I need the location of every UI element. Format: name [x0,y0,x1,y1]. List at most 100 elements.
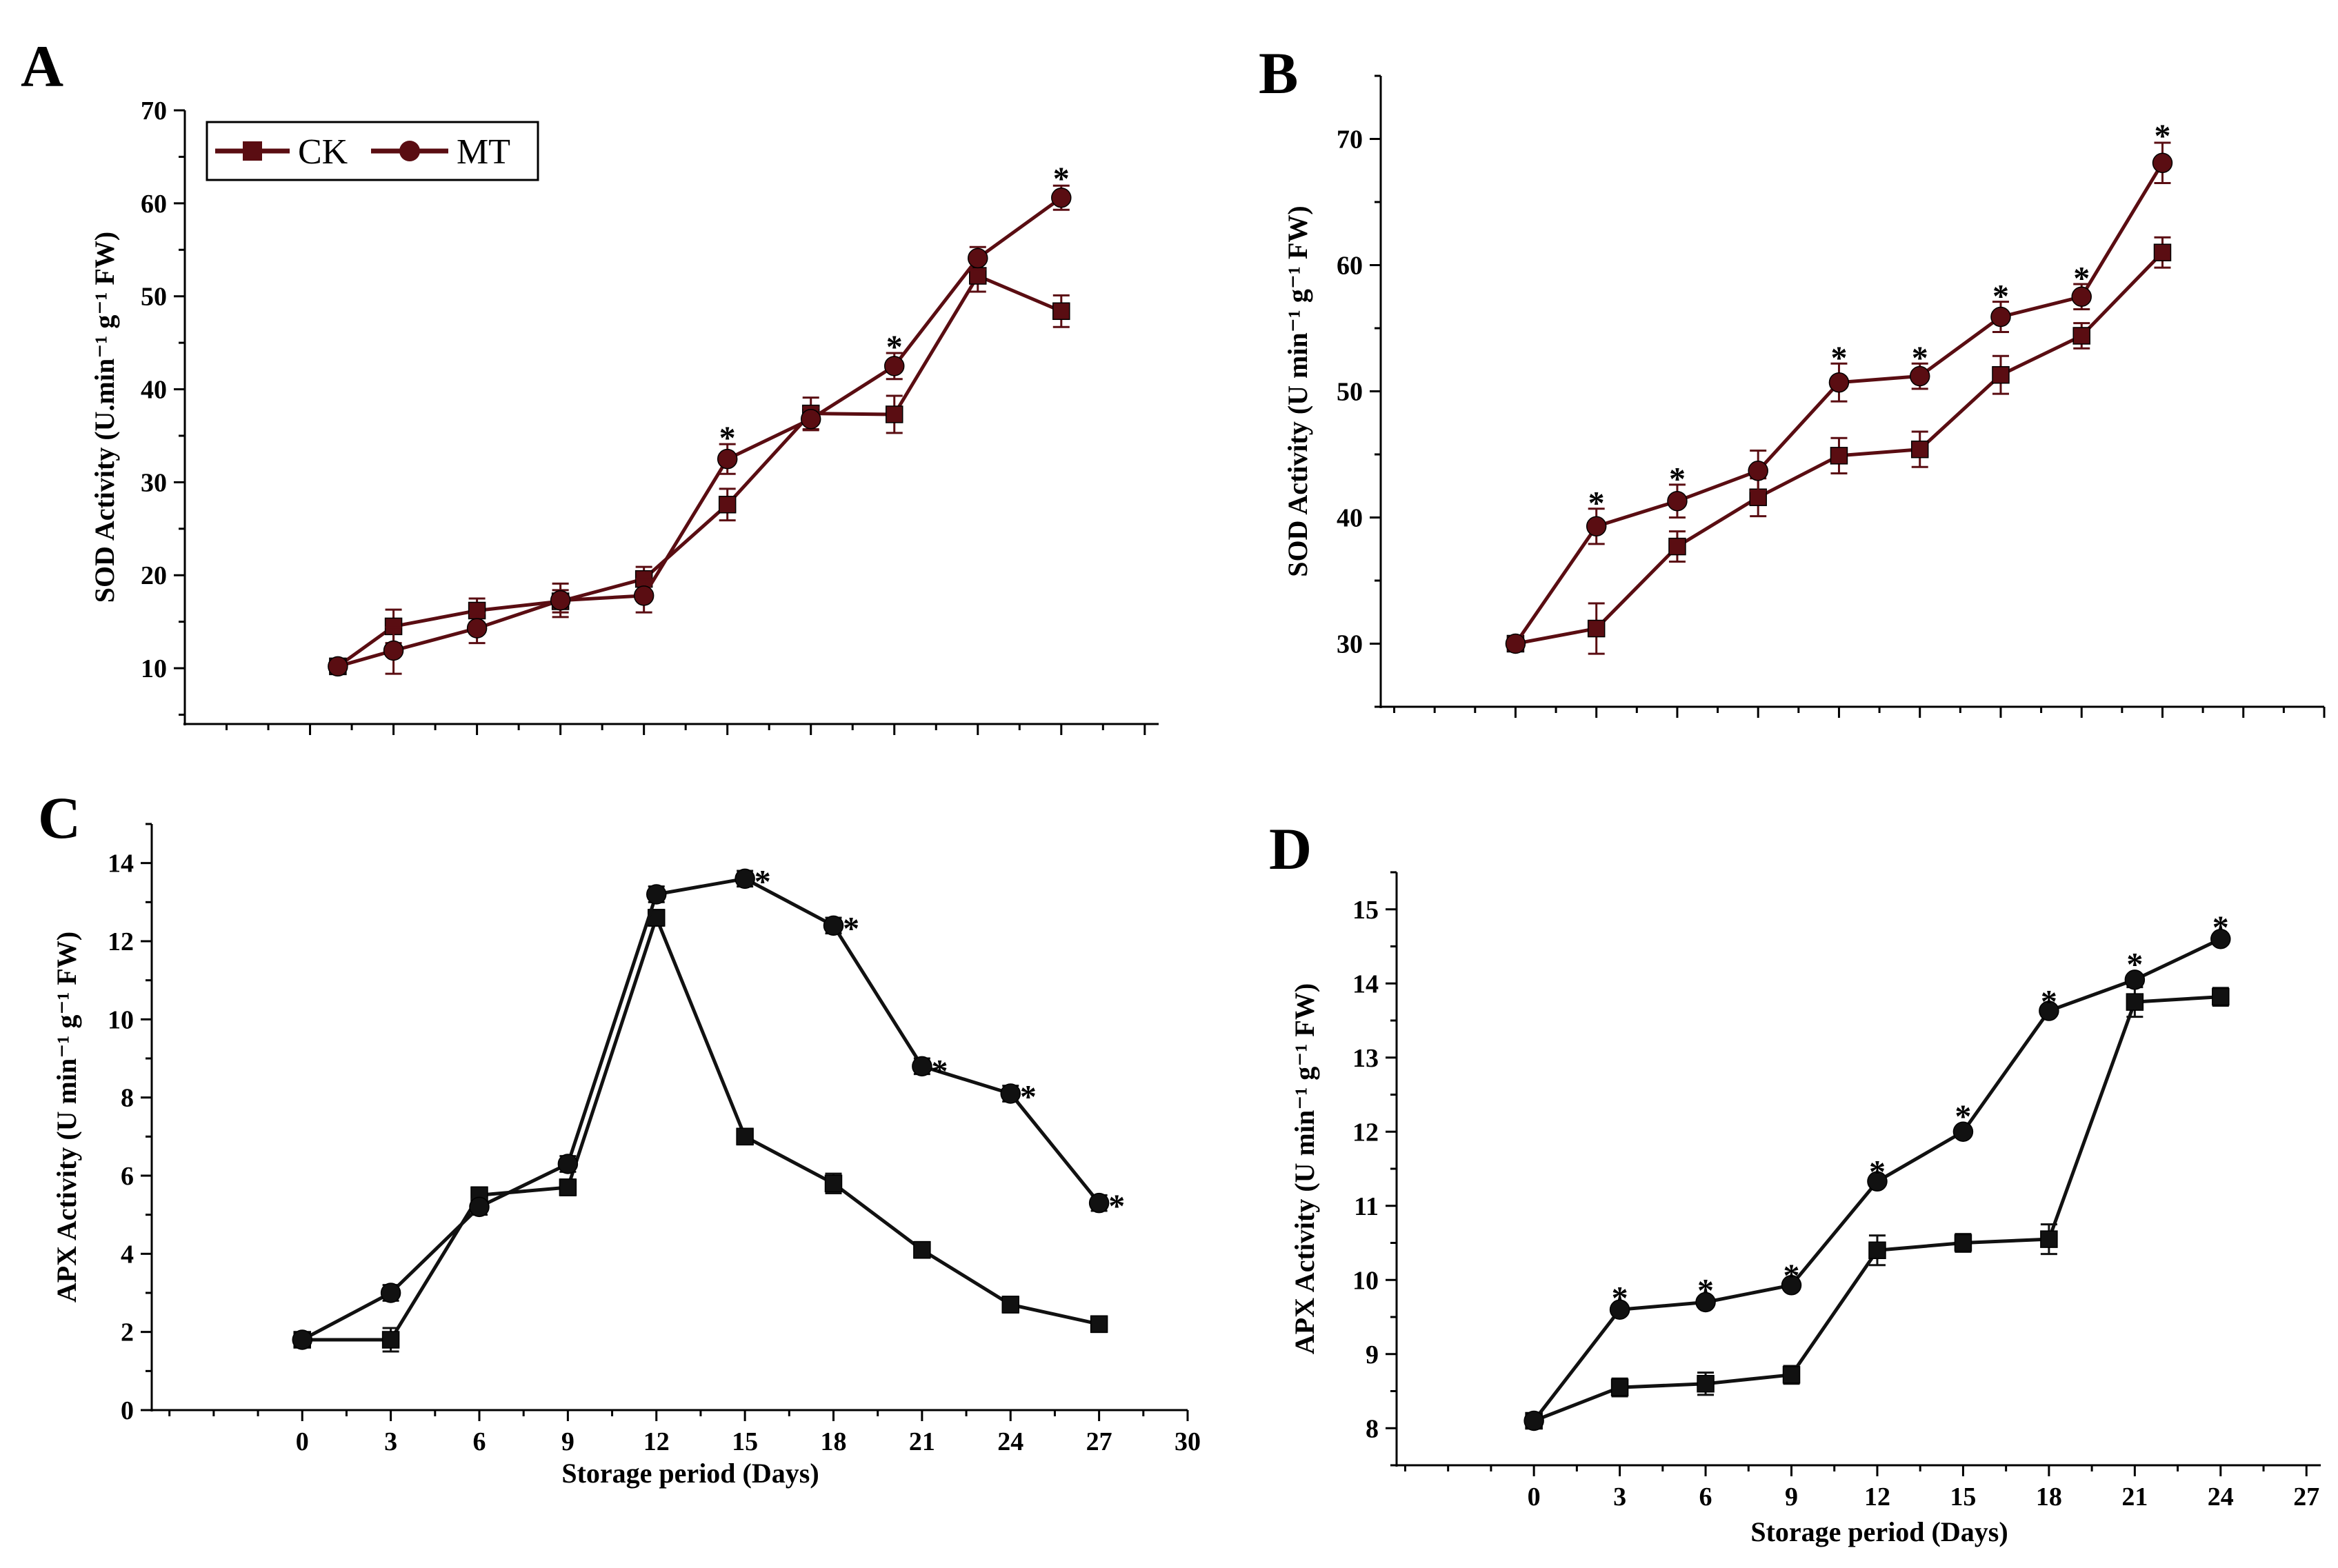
y-tick-label: 50 [141,283,167,312]
significance-star: * [1108,1188,1125,1225]
y-tick-label: 30 [1337,630,1363,659]
y-tick-label: 13 [1352,1044,1379,1073]
significance-star: * [1697,1273,1714,1309]
significance-star: * [2126,947,2143,983]
x-tick-label: 21 [909,1427,935,1456]
significance-star: * [1912,340,1928,376]
panel-letter: B [1259,40,1298,106]
data-point-circle [2071,286,2092,307]
data-point-square [559,1178,577,1196]
data-point-circle [633,585,655,606]
y-tick-label: 20 [141,561,167,590]
x-tick-label: 6 [1699,1482,1712,1511]
significance-star: * [2212,909,2229,946]
data-point-square [736,1127,754,1146]
y-tick-label: 8 [1366,1414,1379,1443]
significance-star: * [1830,340,1847,376]
y-tick-label: 0 [121,1396,134,1425]
series-mt [292,868,1110,1350]
data-point-circle [466,618,488,639]
panel-letter: A [21,33,63,99]
x-tick-label: 15 [732,1427,758,1456]
x-tick-label: 3 [1613,1482,1626,1511]
y-tick-label: 60 [1337,252,1363,281]
data-point-circle [2152,152,2173,174]
series-line-mt [1514,162,2164,645]
data-point-circle [1088,1192,1110,1214]
significance-star: * [1020,1078,1037,1115]
data-point-circle [1667,490,1688,512]
data-point-square [1697,1375,1715,1393]
significance-star: * [1784,1258,1800,1294]
significance-star: * [1955,1098,1971,1135]
data-point-square [1954,1234,1972,1252]
y-tick-label: 30 [141,468,167,497]
legend-label-mt: MT [457,132,510,172]
data-point-circle [2124,969,2146,990]
data-point-square [2072,327,2090,345]
data-point-square [468,601,486,620]
data-point-circle [1586,516,1607,537]
y-tick-label: 40 [1337,504,1363,533]
data-point-square [1090,1315,1108,1334]
significance-star: * [1669,461,1686,498]
data-point-circle [383,640,404,661]
data-point-square [2126,993,2144,1011]
data-point-square [913,1240,931,1259]
data-point-circle [1867,1171,1888,1192]
legend: CK MT [206,121,539,181]
series-mt [328,184,1072,677]
x-tick-label: 0 [296,1427,309,1456]
data-point-circle [1000,1083,1021,1104]
data-point-circle [2039,1001,2059,1021]
data-point-square [885,405,903,423]
data-point-circle [2210,929,2231,949]
y-tick-label: 40 [141,376,167,405]
y-tick-label: 2 [121,1318,134,1347]
data-point-square [1668,537,1686,556]
y-tick-label: 60 [141,190,167,219]
data-point-circle [328,656,348,677]
data-point-circle [557,1154,579,1174]
data-point-square [1830,447,1848,465]
data-point-square [1587,619,1606,638]
data-point-circle [912,1056,932,1077]
legend-marker-circle [399,141,420,161]
x-tick-label: 12 [643,1427,670,1456]
y-axis-title: SOD Activity (U.min⁻¹ g⁻¹ FW) [89,232,120,603]
y-axis-title: SOD Activity (U min⁻¹ g⁻¹ FW) [1282,205,1313,576]
significance-star: * [886,329,903,365]
x-tick-label: 3 [384,1427,397,1456]
x-tick-label: 6 [472,1427,486,1456]
panel-letter: C [38,785,81,851]
data-point-circle [550,590,571,611]
data-point-square [2212,987,2230,1006]
y-tick-label: 10 [1352,1266,1379,1295]
x-tick-label: 15 [1950,1482,1976,1511]
data-point-circle [968,248,988,269]
y-tick-label: 11 [1354,1192,1379,1221]
x-tick-label: 24 [997,1427,1023,1456]
significance-star: * [932,1054,948,1090]
data-point-circle [292,1329,312,1350]
y-tick-label: 10 [108,1005,134,1034]
data-point-square [2153,243,2172,261]
x-axis-title: Storage period (Days) [561,1458,819,1489]
significance-star: * [843,911,859,947]
data-point-square [2040,1230,2058,1248]
y-tick-label: 9 [1366,1340,1379,1369]
significance-star: * [2041,983,2057,1020]
panel-letter: D [1269,816,1312,882]
y-tick-label: 6 [121,1162,134,1191]
data-point-square [381,1331,400,1349]
data-point-circle [1909,365,1930,387]
legend-box [206,121,539,181]
series-mt [1523,929,2231,1431]
series-ck [329,259,1070,676]
significance-star: * [2073,261,2090,297]
y-tick-label: 14 [1352,969,1379,998]
data-point-circle [1609,1299,1630,1320]
y-tick-label: 70 [141,97,167,125]
legend-marker-square [243,141,262,161]
